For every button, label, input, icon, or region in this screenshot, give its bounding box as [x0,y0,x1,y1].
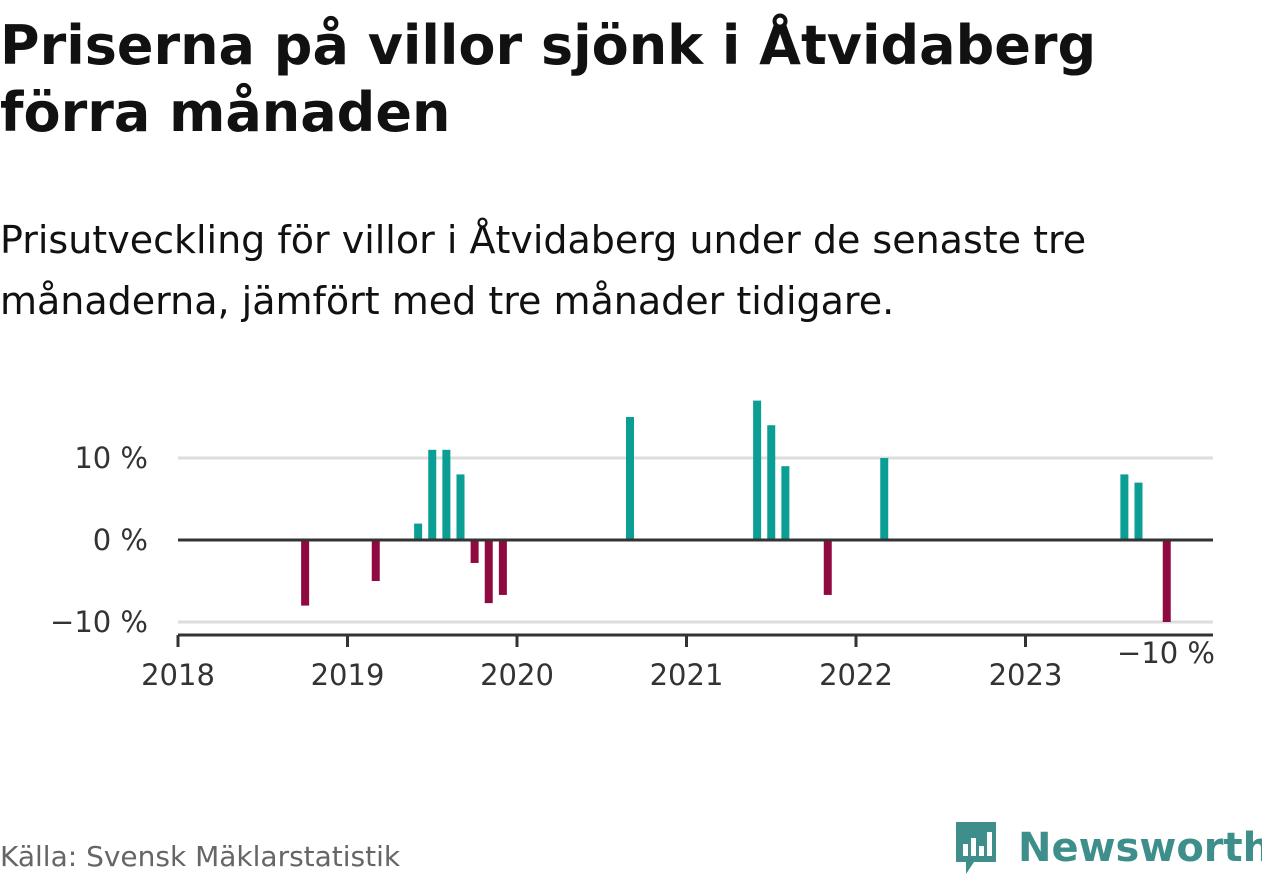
bar [626,417,634,540]
bar [442,449,451,540]
brand: Newsworthy [952,818,1262,878]
x-tick-label: 2019 [311,658,385,692]
y-tick-labels: 10 % 0 % −10 % [50,441,148,639]
bar [767,425,776,540]
bar-value-label: −10 % [1117,636,1215,670]
newsworthy-logo-icon [956,822,996,874]
x-tick-label: 2020 [480,658,554,692]
bar [414,523,423,540]
bars [301,400,1171,622]
y-tick-label: 10 % [74,441,148,475]
bar [428,449,437,540]
bar-chart: 10 % 0 % −10 % 2018 2019 2020 2021 2022 2023 −1… [50,400,1215,692]
x-tick-label: 2022 [819,658,893,692]
x-tick-label: 2023 [989,658,1063,692]
bar [484,540,493,604]
x-tick-label: 2021 [650,658,724,692]
x-tick-label: 2018 [141,658,215,692]
bar [1134,482,1143,540]
grid-lines [178,456,1213,624]
bar [456,474,465,540]
y-tick-label: −10 % [50,605,148,639]
bar [781,466,790,540]
bar [470,540,479,563]
bar [880,458,889,540]
source-note: Källa: Svensk Mäklarstatistik [0,840,401,873]
bar [301,540,310,606]
bar [823,540,832,595]
bar [371,540,380,581]
chart-title: Priserna på villor sjönk i Åtvidaberg fö… [0,14,1097,144]
bar [498,540,507,595]
bar [1162,540,1171,622]
bar [753,400,762,540]
x-axis: 2018 2019 2020 2021 2022 2023 [141,633,1213,692]
chart-subtitle: Prisutveckling för villor i Åtvidaberg u… [0,218,1087,323]
annotations: −10 % [1117,636,1215,670]
bar [1120,474,1129,540]
y-tick-label: 0 % [93,523,148,557]
brand-name: Newsworthy [1018,825,1262,871]
